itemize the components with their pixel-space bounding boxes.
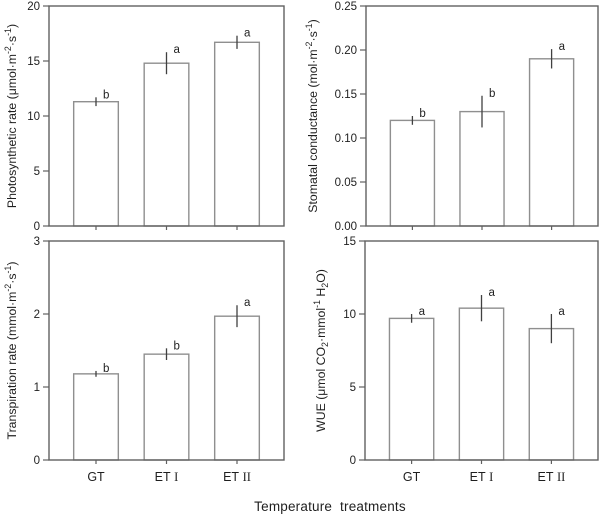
- bar: [213, 41, 261, 227]
- sig-letter: b: [103, 89, 109, 101]
- sig-letter: a: [244, 28, 251, 40]
- panel-top-right: b b a 0.00 0.05 0.10 0.15 0.20 0.25 Stomatal cond…: [304, 1, 599, 233]
- bar: [528, 327, 575, 461]
- y-tick-label: 0: [34, 455, 40, 467]
- y-axis-label: WUE (μmol CO2·mmol-1 H2O): [312, 269, 330, 432]
- x-tick-label: ET I: [470, 470, 494, 484]
- bar: [388, 317, 435, 461]
- sig-letter: a: [489, 287, 496, 299]
- y-tick-label: 15: [343, 236, 356, 248]
- y-tick-label: 0.00: [335, 221, 357, 233]
- x-tick-label: ET I: [155, 470, 179, 484]
- bar: [72, 100, 120, 227]
- y-tick-label: 0.10: [335, 133, 357, 145]
- y-axis-label: Transpiration rate (mmol·m-2·s-1): [3, 262, 19, 440]
- y-tick-label: 0.25: [335, 1, 357, 13]
- sig-letter: b: [489, 88, 495, 100]
- y-tick-label: 2: [34, 309, 40, 321]
- y-tick-label: 20: [27, 1, 40, 13]
- plot-box: [364, 240, 599, 461]
- bar: [143, 62, 190, 227]
- y-axis-label: Photosynthetic rate (μmol·m-2·s-1): [3, 24, 19, 208]
- y-tick-label: 3: [34, 236, 40, 248]
- bar: [143, 353, 190, 461]
- bar: [528, 58, 575, 227]
- y-tick-label: 5: [34, 166, 40, 178]
- sig-letter: a: [559, 41, 566, 53]
- x-tick-label: GT: [403, 470, 421, 484]
- sig-letter: a: [558, 306, 565, 318]
- plot-box: [48, 240, 285, 461]
- x-tick-label: ET II: [223, 470, 251, 484]
- sig-letter: b: [103, 363, 109, 375]
- sig-letter: a: [419, 306, 426, 318]
- y-tick-label: 1: [34, 382, 40, 394]
- plot-box: [365, 5, 599, 227]
- y-tick-label: 5: [350, 382, 356, 394]
- bar: [458, 307, 505, 461]
- sig-letter: b: [174, 340, 180, 352]
- x-tick-label: ET II: [537, 470, 565, 484]
- y-tick-label: 0: [350, 455, 356, 467]
- x-axis-title: Temperature treatments: [254, 499, 406, 514]
- panel-bottom-left: b b a 0 1 2 3 Transpiration rate (mmol·m-2·s-1)…: [3, 236, 285, 484]
- bar: [213, 315, 261, 461]
- bar: [459, 110, 505, 227]
- y-tick-label: 15: [27, 56, 40, 68]
- panel-bottom-right: a a a 0 5 10 15 WUE (μmol CO2·mmol-1 H2O) GT ET I E…: [312, 236, 599, 484]
- panel-top-left: b a a 0 5 10 15 20 Photosynthetic rate (μmol·m-2…: [3, 1, 285, 233]
- bar: [389, 119, 436, 227]
- sig-letter: a: [244, 297, 251, 309]
- sig-letter: b: [419, 108, 425, 120]
- y-tick-label: 10: [343, 309, 356, 321]
- y-axis-label: Stomatal conductance (mol·m-2·s-1): [304, 19, 320, 212]
- y-tick-label: 0: [34, 221, 40, 233]
- y-tick-label: 0.15: [335, 89, 357, 101]
- y-tick-label: 0.20: [335, 45, 357, 57]
- sig-letter: a: [174, 44, 181, 56]
- bar: [72, 373, 120, 461]
- y-tick-label: 10: [27, 111, 40, 123]
- x-tick-label: GT: [87, 470, 105, 484]
- y-tick-label: 0.05: [335, 177, 357, 189]
